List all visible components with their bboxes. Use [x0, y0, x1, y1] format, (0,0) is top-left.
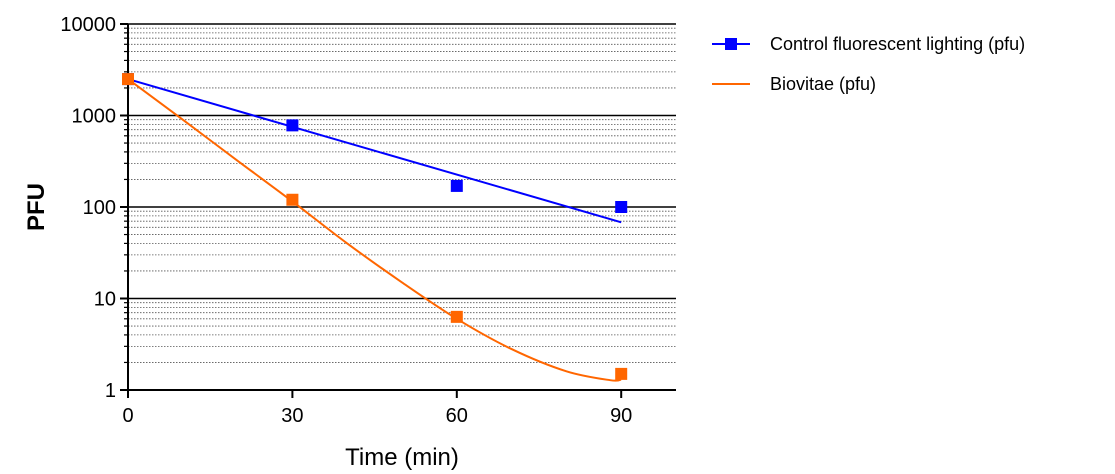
- y-tick-label: 1: [105, 380, 116, 402]
- legend-label-1: Control fluorescent lighting (pfu): [770, 34, 1025, 54]
- series-2-point: [286, 193, 299, 206]
- series-2-point: [615, 367, 628, 380]
- legend-marker-1: [725, 38, 737, 50]
- x-tick-label: 30: [281, 405, 303, 427]
- series-2-point: [450, 310, 463, 323]
- x-tick-label: 0: [122, 405, 133, 427]
- y-tick-label: 10000: [60, 14, 116, 36]
- y-axis-title: PFU: [23, 183, 50, 231]
- series-2-fit-line: [127, 78, 622, 382]
- legend: Control fluorescent lighting (pfu) Biovit…: [712, 34, 1025, 94]
- series-1-point: [450, 179, 463, 192]
- y-tick-label: 100: [83, 197, 116, 219]
- y-ticks: 1 10 100 1000 10000: [60, 14, 128, 402]
- y-tick-label: 1000: [72, 106, 117, 128]
- series-2-point: [122, 73, 134, 86]
- x-axis-title: Time (min): [345, 444, 459, 471]
- legend-label-2: Biovitae (pfu): [770, 74, 876, 94]
- x-tick-label: 60: [446, 405, 468, 427]
- series-1-point: [615, 201, 628, 213]
- series-1-point: [286, 119, 299, 132]
- series: [122, 73, 628, 382]
- x-ticks: 0 30 60 90: [122, 390, 632, 427]
- grid: [128, 23, 676, 363]
- x-tick-label: 90: [610, 405, 632, 427]
- series-1-fit-line: [127, 78, 622, 224]
- y-tick-label: 10: [94, 289, 116, 311]
